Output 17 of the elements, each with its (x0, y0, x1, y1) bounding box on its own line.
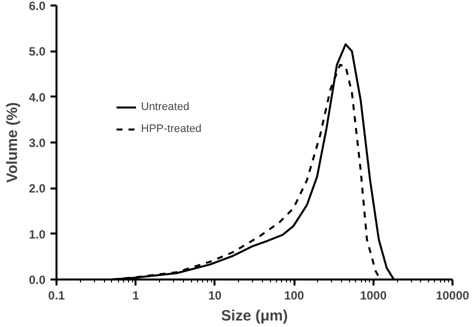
x-tick-label: 1000 (360, 288, 387, 302)
y-tick-label: 4.0 (28, 90, 46, 104)
y-tick-label: 1.0 (28, 227, 46, 242)
y-tick-label: 0.0 (28, 273, 46, 287)
x-tick-label: 10000 (436, 288, 470, 302)
legend-label: HPP-treated (141, 123, 202, 135)
x-tick-label: 1 (132, 288, 140, 302)
y-tick-label: 2.0 (28, 182, 46, 196)
y-axis-title: Volume (%) (4, 102, 21, 183)
legend-label: Untreated (141, 101, 190, 113)
x-tick-label: 10 (208, 288, 222, 302)
y-tick-label: 3.0 (28, 136, 46, 150)
x-tick-label: 100 (284, 288, 304, 302)
x-axis-title: Size (μm) (221, 308, 288, 324)
x-tick-label: 0.1 (48, 288, 66, 302)
y-tick-label: 5.0 (28, 44, 46, 59)
y-tick-label: 6.0 (28, 0, 46, 13)
